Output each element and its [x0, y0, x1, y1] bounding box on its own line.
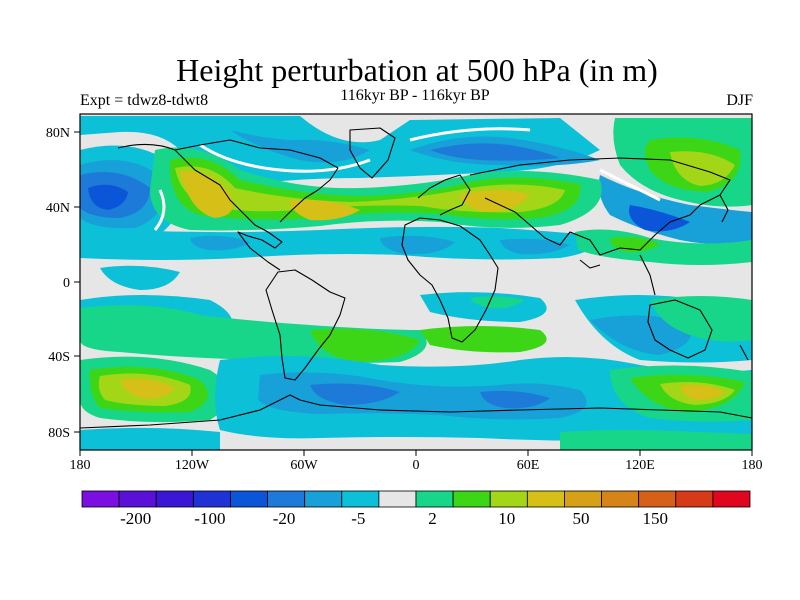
colorbar-swatch — [601, 490, 640, 508]
map-axes: 80N 40N 0 40S 80S 180 120W 60W 0 60E 120E 180 — [46, 126, 763, 473]
colorbar-swatch — [415, 490, 454, 508]
contour-region-yellow — [680, 384, 725, 400]
colorbar-swatch — [304, 490, 343, 508]
zero-contour-line — [599, 168, 661, 202]
colorbar-swatch — [378, 490, 417, 508]
contour-region-green — [470, 296, 525, 309]
x-tick-label: 60W — [290, 458, 318, 473]
contour-region-yellow — [180, 171, 233, 218]
period-label: 116kyr BP - 116kyr BP — [340, 87, 490, 104]
coastline — [417, 174, 471, 216]
zero-contour-line — [199, 143, 371, 173]
contour-region-lightblue — [230, 130, 370, 163]
coastline — [349, 127, 396, 179]
colorbar-label: 10 — [498, 509, 515, 528]
colorbar-label: 50 — [573, 509, 590, 528]
x-tick-label: 120E — [625, 458, 655, 473]
contour-region-blue — [310, 383, 400, 405]
zero-contour-line — [409, 127, 531, 142]
coastline — [469, 157, 731, 256]
colorbar-swatch — [230, 490, 268, 508]
colorbar-swatch — [526, 490, 565, 508]
contour-region-yellowgreen — [670, 151, 735, 186]
contour-region-cyan — [100, 265, 180, 290]
coastlines — [80, 127, 752, 429]
height-field — [80, 114, 752, 450]
season-label: DJF — [726, 92, 753, 109]
coastline — [174, 139, 339, 223]
colorbar-swatch — [341, 490, 380, 508]
x-tick-label: 180 — [70, 458, 91, 473]
colorbar-swatch — [155, 490, 194, 508]
contour-region-green — [650, 296, 752, 342]
colorbar-swatch — [675, 490, 714, 508]
contour-region-cyan — [80, 226, 600, 260]
x-tick-label: 60E — [517, 458, 540, 473]
contour-region-lime — [420, 326, 547, 353]
contour-region-lightblue — [598, 175, 752, 244]
coastline — [117, 143, 283, 271]
colorbar-label: 2 — [428, 509, 437, 528]
contour-region-green — [560, 430, 752, 450]
colorbar-label: -100 — [194, 509, 225, 528]
colorbar-swatch — [81, 490, 120, 508]
colorbar-label: -5 — [351, 509, 365, 528]
coastline — [647, 299, 713, 359]
colorbar-swatch — [712, 490, 751, 508]
y-tick-label: 40N — [46, 201, 70, 216]
colorbar-label: -200 — [120, 509, 151, 528]
y-tick-label: 0 — [63, 276, 70, 291]
x-tick-label: 120W — [175, 458, 210, 473]
contour-region-darkblue — [629, 205, 690, 232]
colorbar-swatch — [267, 490, 306, 508]
contour-region-blue — [430, 143, 560, 161]
contour-region-lime — [310, 328, 420, 362]
contour-region-darkblue — [88, 184, 128, 210]
colorbar-swatch — [192, 490, 231, 508]
colorbar-swatch — [564, 490, 602, 508]
y-tick-label: 40S — [48, 350, 70, 365]
coastline — [739, 344, 749, 361]
contour-region-blue — [480, 390, 550, 409]
y-tick-label: 80N — [46, 126, 70, 141]
colorbar-swatch — [489, 490, 528, 508]
y-tick-label: 80S — [48, 426, 70, 441]
zero-contour-line — [153, 189, 166, 231]
coastline — [719, 194, 729, 223]
contour-region-yellow — [290, 199, 360, 221]
colorbar-swatch — [638, 490, 677, 508]
x-tick-label: 180 — [742, 458, 763, 473]
colorbar-swatch — [452, 490, 491, 508]
coastline — [80, 394, 752, 429]
contour-region-cyan — [80, 427, 220, 450]
contour-region-yellow — [460, 190, 530, 212]
map-title: Height perturbation at 500 hPa (in m) — [176, 52, 658, 88]
contour-region-lightblue — [190, 235, 250, 251]
coastline — [579, 259, 601, 269]
experiment-label: Expt = tdwz8-tdwt8 — [80, 92, 209, 109]
contour-region-lightblue — [590, 315, 692, 355]
colorbar: -200 -100 -20 -5 2 10 50 150 — [81, 490, 751, 528]
colorbar-label: -20 — [273, 509, 296, 528]
coastline — [265, 269, 346, 381]
coastline — [639, 254, 656, 296]
coastline — [401, 217, 499, 343]
colorbar-label: 150 — [642, 509, 668, 528]
contour-region-lightblue — [380, 235, 455, 255]
x-tick-label: 0 — [413, 458, 420, 473]
contour-region-yellow — [120, 378, 175, 399]
colorbar-swatch — [118, 490, 157, 508]
contour-region-lightblue — [500, 238, 570, 255]
